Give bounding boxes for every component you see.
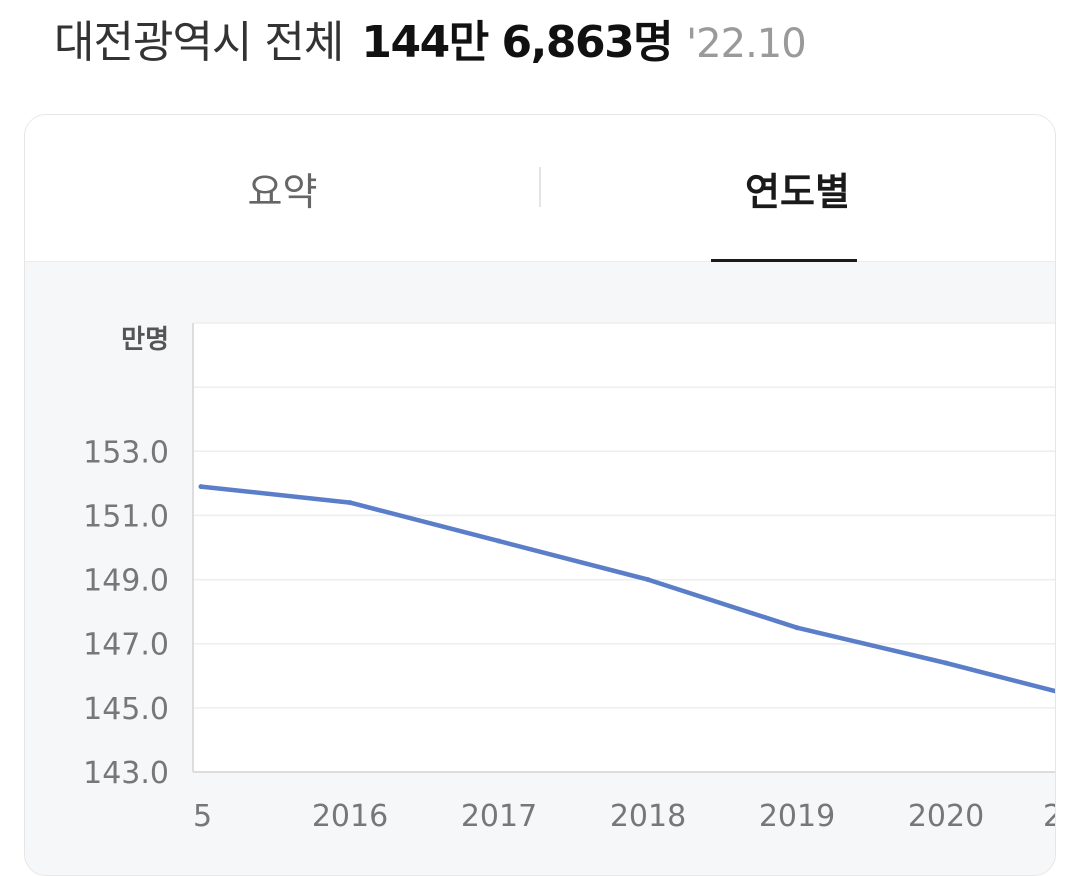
x-tick-label: 2017	[461, 799, 537, 834]
page-header: 대전광역시 전체 144만 6,863명 '22.10	[54, 6, 807, 76]
y-tick-label: 153.0	[83, 435, 169, 470]
tab-divider	[539, 167, 541, 207]
tab-yearly[interactable]: 연도별	[745, 169, 850, 214]
y-tick-label: 143.0	[83, 756, 169, 791]
data-point	[794, 625, 800, 631]
tab-bar: 요약 연도별	[25, 115, 1055, 262]
y-tick-label: 149.0	[83, 564, 169, 599]
data-point	[198, 484, 204, 490]
population-line-chart: 만명 143.0 145.0 147.0 149.0 151.0 153.0 5 2016 201…	[83, 322, 1055, 834]
x-tick-label: 2019	[759, 799, 835, 834]
data-point	[645, 577, 651, 583]
x-tick-label: 2018	[610, 799, 686, 834]
population-total: 144만 6,863명	[361, 17, 673, 68]
data-point	[943, 660, 949, 666]
x-tick-label: 2020	[908, 799, 984, 834]
x-tick-label: 2016	[312, 799, 388, 834]
data-point	[347, 500, 353, 506]
active-tab-indicator	[711, 259, 857, 262]
plot-background	[192, 322, 1055, 773]
reference-date: '22.10	[686, 21, 807, 67]
tab-summary[interactable]: 요약	[247, 169, 318, 214]
region-name: 대전광역시 전체	[54, 17, 344, 68]
y-axis-unit: 만명	[121, 325, 169, 355]
population-card: 요약 연도별 만명 143.0 145.0 147.0 149.0 151.0 153.0 5…	[24, 114, 1056, 876]
chart-area: 만명 143.0 145.0 147.0 149.0 151.0 153.0 5 2016 201…	[25, 262, 1055, 875]
x-tick-label: 5	[193, 799, 212, 834]
y-tick-label: 151.0	[83, 499, 169, 534]
y-tick-label: 145.0	[83, 692, 169, 727]
x-tick-label: 20	[1043, 799, 1055, 834]
data-point	[496, 538, 502, 544]
y-tick-label: 147.0	[83, 628, 169, 663]
